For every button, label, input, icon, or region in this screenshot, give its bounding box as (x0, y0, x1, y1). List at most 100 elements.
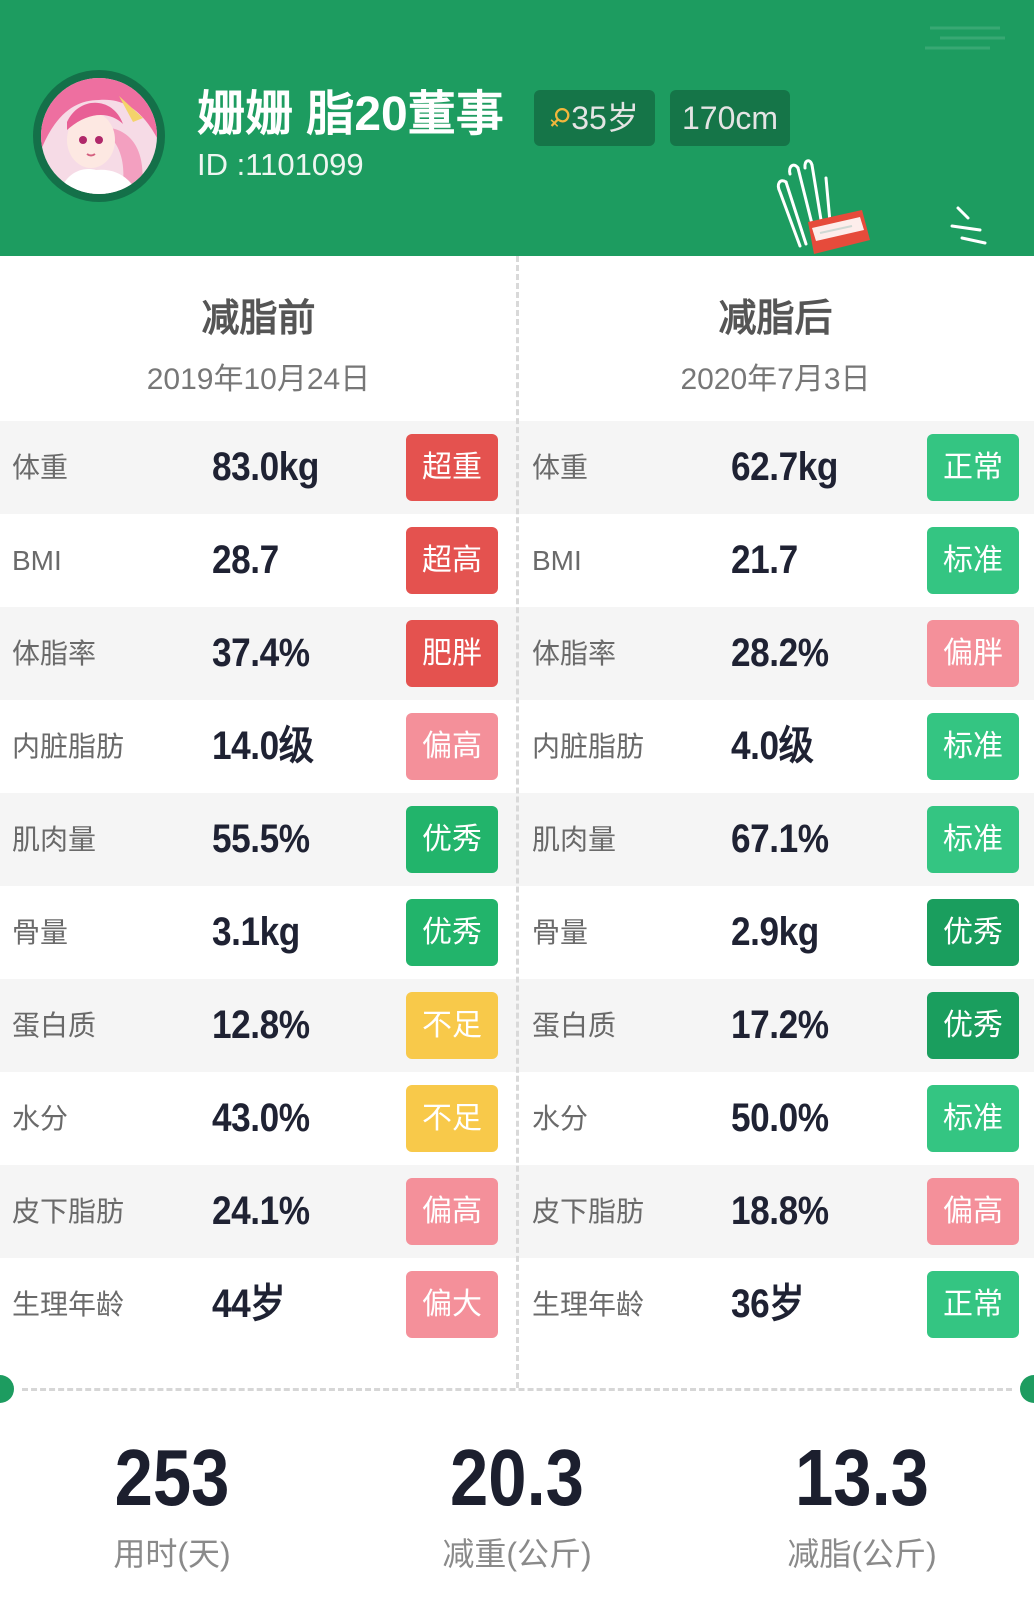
metric-label: 肌肉量 (532, 824, 617, 855)
metric-label: 内脏脂肪 (532, 731, 645, 762)
after-title: 减脂后 (718, 298, 833, 340)
metric-value: 44岁 (212, 1282, 286, 1326)
metric-value: 83.0kg (212, 445, 319, 489)
metric-value: 18.8% (731, 1189, 829, 1233)
metric-value: 12.8% (212, 1003, 310, 1047)
metric-value: 36岁 (731, 1282, 805, 1326)
status-badge: 偏胖 (927, 620, 1019, 687)
status-badge: 正常 (927, 1271, 1019, 1338)
metric-value: 17.2% (731, 1003, 829, 1047)
column-divider (516, 256, 519, 1388)
ticket-notch-right (1020, 1375, 1034, 1403)
metric-row-body-age: 生理年龄 44岁 偏大 (0, 1258, 517, 1351)
stat-label: 减脂(公斤) (787, 1536, 937, 1572)
metric-label: 骨量 (532, 917, 589, 948)
status-badge: 优秀 (406, 899, 498, 966)
metric-label: 蛋白质 (12, 1010, 97, 1041)
metric-label: 骨量 (12, 917, 69, 948)
metric-label: 体重 (12, 452, 69, 483)
status-badge: 正常 (927, 434, 1019, 501)
stat-days: 253 用时(天) (0, 1430, 344, 1590)
metric-value: 3.1kg (212, 910, 300, 954)
metric-row-bmi: BMI 21.7 标准 (517, 514, 1034, 607)
metric-label: BMI (12, 545, 62, 576)
metric-row-muscle-mass: 肌肉量 55.5% 优秀 (0, 793, 517, 886)
after-date: 2020年7月3日 (680, 363, 871, 396)
status-badge: 偏高 (406, 713, 498, 780)
metric-row-visceral-fat: 内脏脂肪 4.0级 标准 (517, 700, 1034, 793)
status-badge: 优秀 (406, 806, 498, 873)
metric-value: 4.0级 (731, 724, 814, 768)
stat-fat-lost: 13.3 减脂(公斤) (690, 1430, 1034, 1590)
stat-label: 用时(天) (113, 1536, 231, 1572)
metric-label: 生理年龄 (532, 1289, 645, 1320)
metric-label: 肌肉量 (12, 824, 97, 855)
metric-row-body-fat-rate: 体脂率 28.2% 偏胖 (517, 607, 1034, 700)
avatar (33, 70, 165, 202)
metric-row-water: 水分 50.0% 标准 (517, 1072, 1034, 1165)
metric-value: 24.1% (212, 1189, 310, 1233)
metric-value: 28.7 (212, 538, 279, 582)
metric-row-bone-mass: 骨量 2.9kg 优秀 (517, 886, 1034, 979)
ticket-notch-left (0, 1375, 14, 1403)
metric-value: 67.1% (731, 817, 829, 861)
metric-label: 皮下脂肪 (12, 1196, 125, 1227)
metric-row-weight: 体重 83.0kg 超重 (0, 421, 517, 514)
stat-value: 13.3 (795, 1433, 929, 1522)
user-id: ID :1101099 (197, 147, 364, 182)
metric-label: 水分 (12, 1103, 69, 1134)
metric-row-bmi: BMI 28.7 超高 (0, 514, 517, 607)
avatar-image (41, 78, 157, 194)
metric-label: BMI (532, 545, 582, 576)
metric-value: 28.2% (731, 631, 829, 675)
metric-value: 14.0级 (212, 724, 314, 768)
metric-label: 体重 (532, 452, 589, 483)
metric-row-subcutaneous-fat: 皮下脂肪 18.8% 偏高 (517, 1165, 1034, 1258)
metric-label: 体脂率 (12, 638, 97, 669)
metric-row-body-age: 生理年龄 36岁 正常 (517, 1258, 1034, 1351)
status-badge: 偏大 (406, 1271, 498, 1338)
metric-row-protein: 蛋白质 17.2% 优秀 (517, 979, 1034, 1072)
after-metrics: 体重 62.7kg 正常 BMI 21.7 标准 体脂率 28.2% 偏胖 内脏… (517, 421, 1034, 1351)
metric-row-weight: 体重 62.7kg 正常 (517, 421, 1034, 514)
before-metrics: 体重 83.0kg 超重 BMI 28.7 超高 体脂率 37.4% 肥胖 内脏… (0, 421, 517, 1351)
metric-value: 43.0% (212, 1096, 310, 1140)
metric-row-protein: 蛋白质 12.8% 不足 (0, 979, 517, 1072)
stat-weight-lost: 20.3 减重(公斤) (345, 1430, 689, 1590)
age-badge: ♀35岁 (534, 90, 655, 146)
metric-row-water: 水分 43.0% 不足 (0, 1072, 517, 1165)
metric-row-body-fat-rate: 体脂率 37.4% 肥胖 (0, 607, 517, 700)
status-badge: 标准 (927, 713, 1019, 780)
height-badge: 170cm (670, 90, 790, 146)
status-badge: 标准 (927, 806, 1019, 873)
status-badge: 肥胖 (406, 620, 498, 687)
status-badge: 偏高 (927, 1178, 1019, 1245)
user-name: 姗姗 脂20董事 (197, 88, 504, 141)
metric-value: 55.5% (212, 817, 310, 861)
stat-label: 减重(公斤) (442, 1536, 592, 1572)
status-badge: 优秀 (927, 992, 1019, 1059)
metric-value: 2.9kg (731, 910, 819, 954)
before-date: 2019年10月24日 (146, 363, 371, 396)
status-badge: 标准 (927, 1085, 1019, 1152)
status-badge: 标准 (927, 527, 1019, 594)
metric-label: 生理年龄 (12, 1289, 125, 1320)
metric-value: 50.0% (731, 1096, 829, 1140)
status-badge: 超高 (406, 527, 498, 594)
metric-row-bone-mass: 骨量 3.1kg 优秀 (0, 886, 517, 979)
metric-label: 皮下脂肪 (532, 1196, 645, 1227)
profile-header: 姗姗 脂20董事 ♀35岁 170cm ID :1101099 (0, 0, 1034, 256)
status-badge: 不足 (406, 992, 498, 1059)
status-badge: 不足 (406, 1085, 498, 1152)
metric-row-muscle-mass: 肌肉量 67.1% 标准 (517, 793, 1034, 886)
metric-label: 水分 (532, 1103, 589, 1134)
metric-label: 蛋白质 (532, 1010, 617, 1041)
before-title: 减脂前 (201, 298, 316, 340)
metric-value: 37.4% (212, 631, 310, 675)
summary-divider (22, 1388, 1012, 1391)
status-badge: 偏高 (406, 1178, 498, 1245)
summary-stats: 253 用时(天) 20.3 减重(公斤) 13.3 减脂(公斤) (0, 1430, 1034, 1590)
stat-value: 253 (114, 1433, 230, 1522)
age-text: 35岁 (571, 100, 639, 136)
metric-value: 21.7 (731, 538, 798, 582)
